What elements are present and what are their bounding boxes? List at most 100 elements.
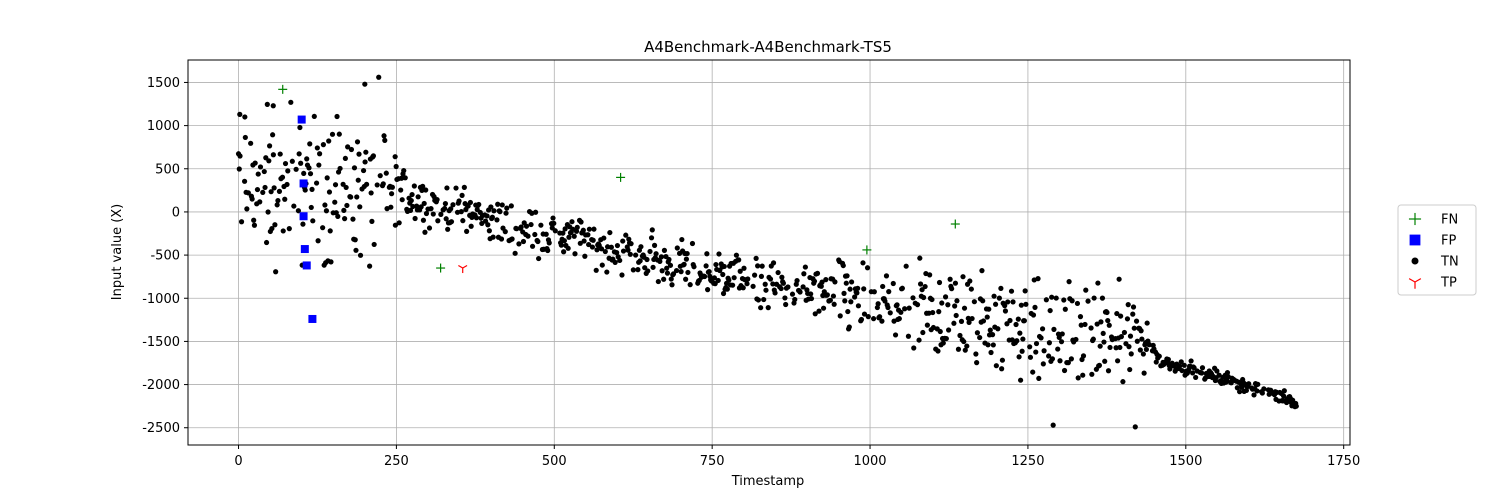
point-tn xyxy=(737,268,743,274)
x-tick-label: 0 xyxy=(234,454,242,469)
x-tick-label: 1750 xyxy=(1327,454,1360,469)
point-tn xyxy=(257,164,264,170)
point-tn xyxy=(661,247,668,253)
point-tn xyxy=(574,224,580,230)
point-tn xyxy=(683,256,689,262)
point-tn xyxy=(504,205,510,211)
point-tn xyxy=(1038,335,1044,341)
point-tn xyxy=(1094,321,1100,327)
point-tn xyxy=(545,247,551,254)
point-tn xyxy=(837,313,843,319)
point-tn xyxy=(601,235,607,241)
point-tn xyxy=(811,278,818,284)
point-tn xyxy=(689,240,696,247)
point-tn xyxy=(485,222,491,228)
point-tn xyxy=(875,301,881,307)
point-tn xyxy=(289,158,295,164)
point-tn xyxy=(315,238,321,244)
x-axis-ticks: 0 250 500 750 1000 1250 1500 1750 xyxy=(234,445,1360,469)
point-tn xyxy=(442,205,448,212)
point-tn xyxy=(832,279,838,285)
point-tn xyxy=(571,233,577,239)
point-tn xyxy=(336,131,342,137)
point-tn xyxy=(625,247,631,253)
point-tn xyxy=(585,232,591,238)
point-tn xyxy=(334,113,340,120)
point-tn xyxy=(906,305,912,311)
y-tick-label: -2000 xyxy=(142,378,180,393)
point-tn xyxy=(461,184,467,190)
point-tn xyxy=(518,224,524,230)
point-tn xyxy=(296,151,302,157)
point-tn xyxy=(423,187,429,193)
point-tn xyxy=(509,236,515,242)
point-tn xyxy=(755,297,761,303)
point-tn xyxy=(854,290,860,296)
point-tn xyxy=(1062,306,1068,312)
point-tn xyxy=(667,262,674,268)
point-tn xyxy=(486,228,492,234)
legend-marker-fn xyxy=(1408,212,1422,226)
point-tn xyxy=(861,311,868,317)
point-tn xyxy=(484,213,490,219)
point-tn xyxy=(753,255,759,261)
point-tn xyxy=(973,351,979,357)
point-tn xyxy=(980,298,986,304)
point-tn xyxy=(1133,318,1140,324)
point-tn xyxy=(870,316,877,322)
point-tn xyxy=(300,221,306,227)
point-tn xyxy=(960,274,966,280)
point-tn xyxy=(865,314,871,320)
point-tn xyxy=(628,241,634,247)
point-tn xyxy=(849,279,855,285)
point-tn xyxy=(1074,300,1081,307)
point-tn xyxy=(1178,359,1184,365)
plot-area-frame xyxy=(187,59,1351,446)
point-tn xyxy=(607,229,613,236)
point-tn xyxy=(1082,321,1088,328)
point-tn xyxy=(396,220,402,226)
point-tn xyxy=(782,295,788,301)
point-tn xyxy=(668,276,674,282)
point-tn xyxy=(619,272,625,278)
point-fn xyxy=(950,219,960,229)
y-tick-label: -2500 xyxy=(142,421,180,436)
point-tn xyxy=(275,197,281,204)
point-tn xyxy=(715,277,721,284)
point-tn xyxy=(659,268,665,274)
point-tn xyxy=(886,289,892,295)
point-tn xyxy=(1080,372,1086,378)
point-tn xyxy=(761,296,767,303)
point-tn xyxy=(308,204,314,211)
point-tn xyxy=(962,347,968,353)
point-tn xyxy=(268,189,274,195)
point-tn xyxy=(434,196,440,203)
point-tn xyxy=(830,293,837,299)
point-tn xyxy=(858,316,865,323)
point-tn xyxy=(271,185,277,191)
point-tn xyxy=(911,345,917,351)
point-tn xyxy=(260,189,266,196)
point-tn xyxy=(980,318,987,324)
point-tn xyxy=(846,324,852,330)
point-tn xyxy=(572,251,578,257)
point-tn xyxy=(759,263,765,269)
point-tn xyxy=(763,287,769,293)
point-tn xyxy=(627,251,633,257)
point-tn xyxy=(407,207,414,213)
point-tn xyxy=(399,197,405,203)
point-tn xyxy=(402,175,408,181)
point-tn xyxy=(561,249,567,255)
point-tn xyxy=(398,187,404,193)
point-tn xyxy=(685,269,691,276)
point-tn xyxy=(752,272,758,278)
point-tn xyxy=(341,207,347,213)
point-tn xyxy=(713,261,719,268)
point-tn xyxy=(792,296,798,303)
point-tn xyxy=(581,238,587,244)
point-tn xyxy=(936,309,942,315)
point-tn xyxy=(242,134,248,141)
point-tn xyxy=(376,74,382,80)
point-tn xyxy=(468,223,474,229)
point-tn xyxy=(984,314,990,320)
